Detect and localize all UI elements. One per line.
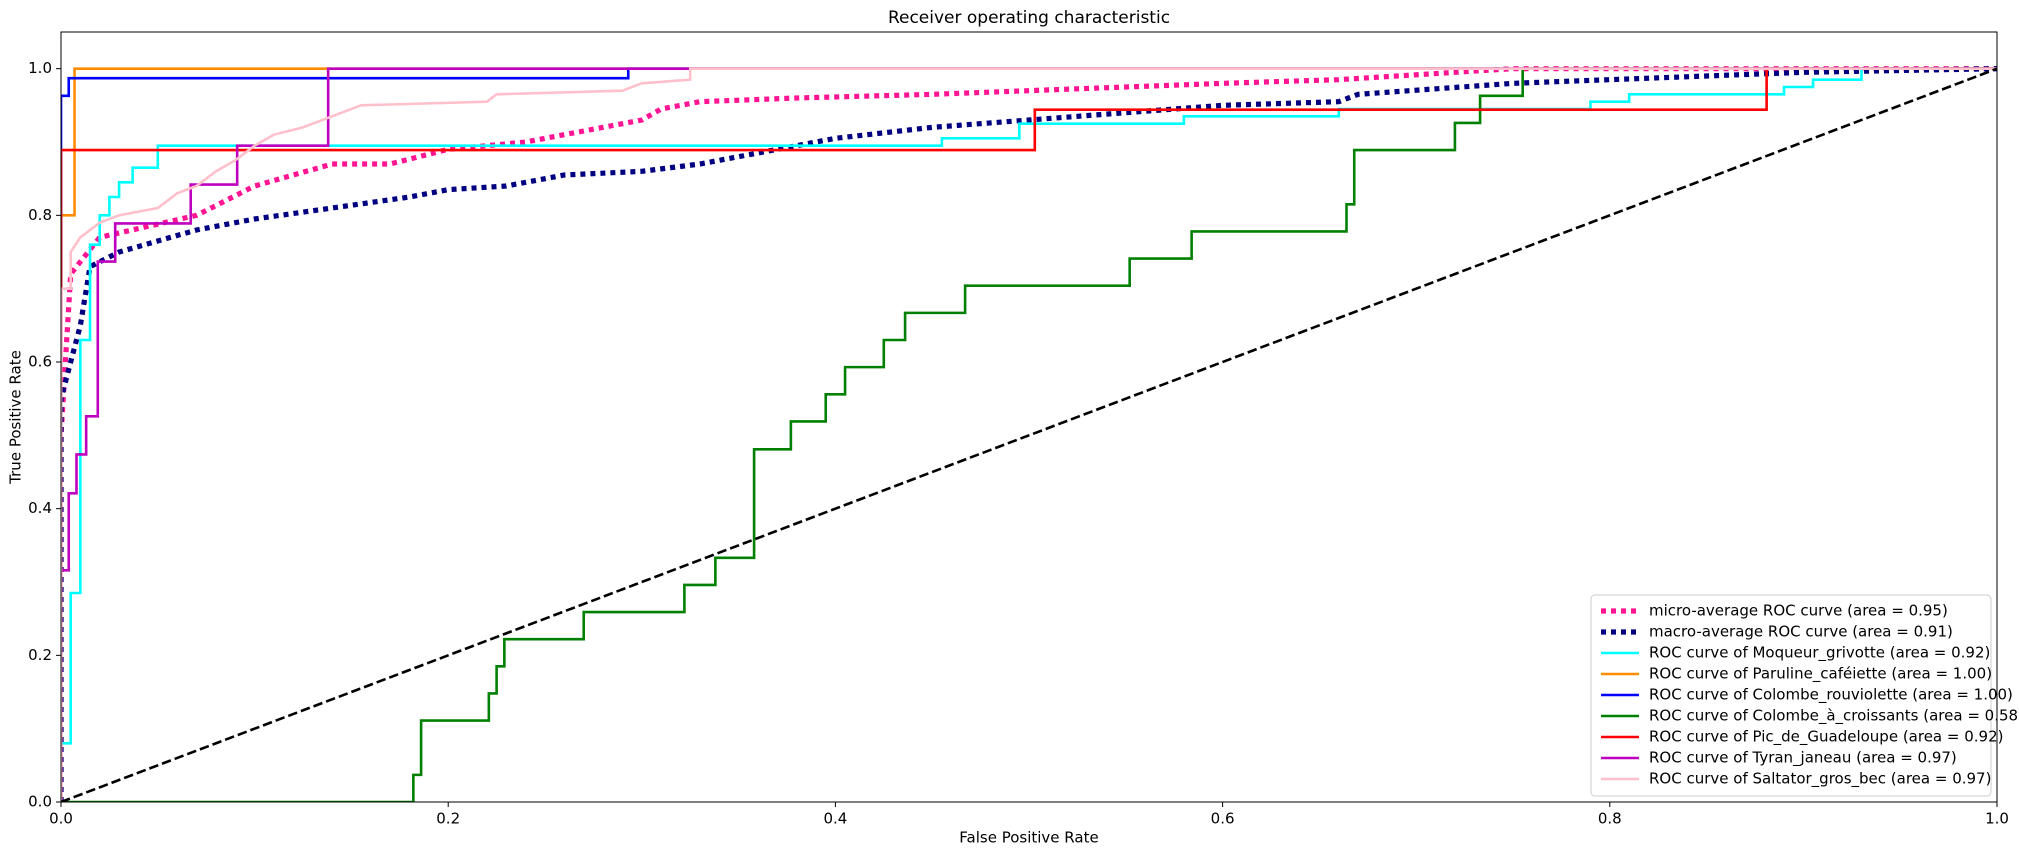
x-tick-label: 0.2 — [436, 810, 460, 828]
plot-area — [61, 66, 1997, 802]
x-tick-label: 0.0 — [49, 810, 73, 828]
y-tick-label: 1.0 — [28, 59, 52, 77]
roc-line — [61, 66, 1997, 802]
roc-line — [61, 67, 1997, 802]
y-tick-label: 0.4 — [28, 499, 52, 517]
legend-label: ROC curve of Colombe_rouviolette (area =… — [1649, 686, 2013, 705]
legend-label: ROC curve of Pic_de_Guadeloupe (area = 0… — [1649, 728, 2003, 747]
x-axis-label: False Positive Rate — [959, 829, 1098, 847]
legend-label: micro-average ROC curve (area = 0.95) — [1649, 602, 1948, 620]
chart-title: Receiver operating characteristic — [888, 8, 1170, 28]
legend-label: ROC curve of Paruline_caféiette (area = … — [1649, 665, 1992, 684]
legend-label: ROC curve of Tyran_janeau (area = 0.97) — [1649, 749, 1957, 768]
roc-line — [61, 67, 1997, 802]
y-axis-label: True Positive Rate — [7, 350, 25, 485]
x-tick-label: 1.0 — [1985, 810, 2009, 828]
y-tick-label: 0.0 — [28, 793, 52, 811]
y-tick-label: 0.6 — [28, 353, 52, 371]
x-tick-label: 0.4 — [823, 810, 847, 828]
legend-label: ROC curve of Colombe_à_croissants (area … — [1649, 707, 2019, 726]
x-tick-label: 0.6 — [1211, 810, 1235, 828]
legend-label: ROC curve of Moqueur_grivotte (area = 0.… — [1649, 644, 1990, 663]
y-tick-label: 0.8 — [28, 206, 52, 224]
legend-label: macro-average ROC curve (area = 0.91) — [1649, 623, 1953, 641]
roc-line — [61, 67, 1997, 802]
y-tick-label: 0.2 — [28, 646, 52, 664]
plot-frame — [60, 31, 1998, 803]
x-tick-label: 0.8 — [1598, 810, 1622, 828]
roc-line — [61, 67, 1997, 802]
legend-box — [1590, 594, 1992, 797]
roc-line — [61, 67, 1997, 802]
legend-label: ROC curve of Saltator_gros_bec (area = 0… — [1649, 770, 1991, 789]
